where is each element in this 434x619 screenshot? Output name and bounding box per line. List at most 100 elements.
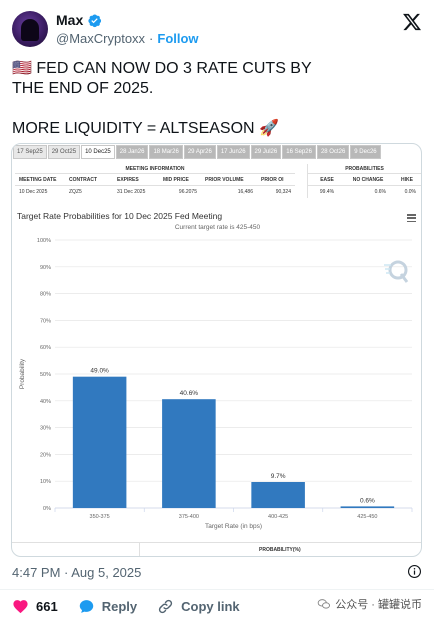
date-tabs: 17 Sep25 29 Oct25 10 Dec25 28 Jan26 18 M… [13,145,381,159]
table-header-cell: EASE [320,177,334,183]
probability-strip: PROBABILITY(%) [12,542,421,556]
date-tab[interactable]: 17 Jun26 [216,145,250,159]
chart-bar [251,482,305,508]
chart-bar [340,506,395,508]
like-count: 661 [36,598,58,614]
bar-value-label: 40.6% [180,390,199,397]
footer-divider [0,589,434,590]
info-icon[interactable] [407,564,422,579]
avatar[interactable] [12,11,48,47]
table-header-cell: NO CHANGE [352,177,384,183]
table-header-cell: HIKE [401,177,413,183]
date-tab[interactable]: 28 Oct26 [316,145,350,159]
table-header-cell: CONTRACT [69,177,98,183]
x-axis-title: Target Rate (in bps) [205,523,262,530]
x-tick-label: 425-450 [357,514,377,520]
chart-menu-icon[interactable] [407,214,416,223]
date-tab[interactable]: 29 Oct25 [47,145,81,159]
verified-badge-icon [88,13,102,27]
link-icon [158,599,173,613]
author-handle[interactable]: @MaxCryptoxx [56,31,146,46]
chart-bar [162,399,216,508]
media-card[interactable]: 17 Sep25 29 Oct25 10 Dec25 28 Jan26 18 M… [11,143,422,557]
date-tab[interactable]: 9 Dec26 [350,145,381,159]
date-tab[interactable]: 16 Sep26 [282,145,316,159]
meeting-info-table: MEETING INFORMATION MEETING DATE CONTRAC… [15,164,295,198]
tweet-line-1: 🇺🇸 FED CAN NOW DO 3 RATE CUTS BY [12,60,312,77]
tweet-line-3: MORE LIQUIDITY = ALTSEASON 🚀 [12,120,279,137]
wechat-watermark: 公众号 · 罐罐说币 [317,596,422,612]
meeting-info-header-row: MEETING DATE CONTRACT EXPIRES MID PRICE … [15,174,295,186]
bar-value-label: 49.0% [90,368,109,375]
date-tab[interactable]: 29 Jul26 [250,145,282,159]
quikstrike-watermark-icon [384,260,409,283]
heart-icon [13,599,28,613]
y-tick-label: 100% [37,238,51,244]
table-header-cell: MEETING DATE [19,177,57,183]
bar-value-label: 9.7% [271,473,286,480]
x-tick-label: 350-375 [90,514,110,520]
y-tick-label: 90% [40,265,51,271]
date-tab[interactable]: 18 Mar26 [149,145,183,159]
table-cell: 31 Dec 2025 [117,189,146,195]
y-tick-label: 80% [40,292,51,298]
tweet-text: 🇺🇸 FED CAN NOW DO 3 RATE CUTS BY THE END… [12,59,422,139]
x-tick-label: 400-425 [268,514,288,520]
x-tick-label: 375-400 [179,514,199,520]
table-header-cell: EXPIRES [117,177,139,183]
date-tab[interactable]: 29 Apr26 [183,145,216,159]
table-cell: 90,324 [275,189,291,195]
table-cell: 10 Dec 2025 [19,189,48,195]
probabilities-heading: PROBABILITIES [308,164,421,174]
probabilities-value-row: 99.4% 0.6% 0.0% [308,186,421,198]
separator-dot: · [149,31,154,46]
y-tick-label: 20% [40,452,51,458]
table-header-cell: PRIOR VOLUME [205,177,244,183]
copy-link-label: Copy link [181,598,240,614]
y-tick-label: 70% [40,318,51,324]
chart-plot: 0% 10% 20% 30% 40% 50% 60% 70% 80% 90% 100% 49.0% 35… [19,238,413,530]
table-cell: 16,486 [237,189,253,195]
probability-strip-label: PROBABILITY(%) [259,547,301,553]
y-axis-title: Probability [19,358,26,389]
tweet-actions: 661 Reply Copy link [12,597,260,615]
probability-chart: 0% 10% 20% 30% 40% 50% 60% 70% 80% 90% 100% 49.0% 35… [15,207,420,542]
wechat-icon [317,599,331,609]
follow-button[interactable]: Follow [157,31,199,46]
tweet-line-2: THE END OF 2025. [12,80,154,97]
table-cell: 96.2075 [178,189,197,195]
y-tick-label: 10% [40,479,51,485]
date-tab[interactable]: 17 Sep25 [13,145,47,159]
table-header-cell: PRIOR OI [261,177,284,183]
date-tab-selected[interactable]: 10 Dec25 [81,145,115,159]
meeting-info-value-row: 10 Dec 2025 ZQZ5 31 Dec 2025 96.2075 16,… [15,186,295,198]
y-tick-label: 40% [40,399,51,405]
y-tick-label: 30% [40,426,51,432]
y-tick-label: 50% [40,372,51,378]
date-tab[interactable]: 28 Jan26 [115,145,149,159]
y-tick-label: 0% [43,506,51,512]
reply-bubble-icon [79,599,93,613]
like-button[interactable]: 661 [12,598,58,615]
tweet-timestamp[interactable]: 4:47 PM · Aug 5, 2025 [12,565,142,580]
table-cell: 0.6% [374,189,386,195]
probabilities-table: PROBABILITIES EASE NO CHANGE HIKE 99.4% … [307,164,421,198]
handle-row: @MaxCryptoxx · Follow [56,31,199,46]
y-tick-label: 60% [40,345,51,351]
reply-label: Reply [101,598,138,614]
meeting-info-heading: MEETING INFORMATION [15,164,295,174]
bar-value-label: 0.6% [360,497,375,504]
table-cell: 0.0% [404,189,416,195]
copy-link-button[interactable]: Copy link [157,598,240,615]
author-name-row: Max [56,12,102,28]
tweet-header: Max @MaxCryptoxx · Follow [0,0,434,58]
author-name[interactable]: Max [56,12,84,28]
table-cell: 99.4% [319,189,335,195]
strip-divider [139,543,140,556]
x-logo-icon[interactable] [402,12,422,32]
tweet-spacer [12,99,422,119]
wechat-watermark-text: 公众号 · 罐罐说币 [335,599,422,611]
chart-bar [72,376,127,508]
avatar-figure [21,19,39,41]
reply-button[interactable]: Reply [78,598,137,615]
